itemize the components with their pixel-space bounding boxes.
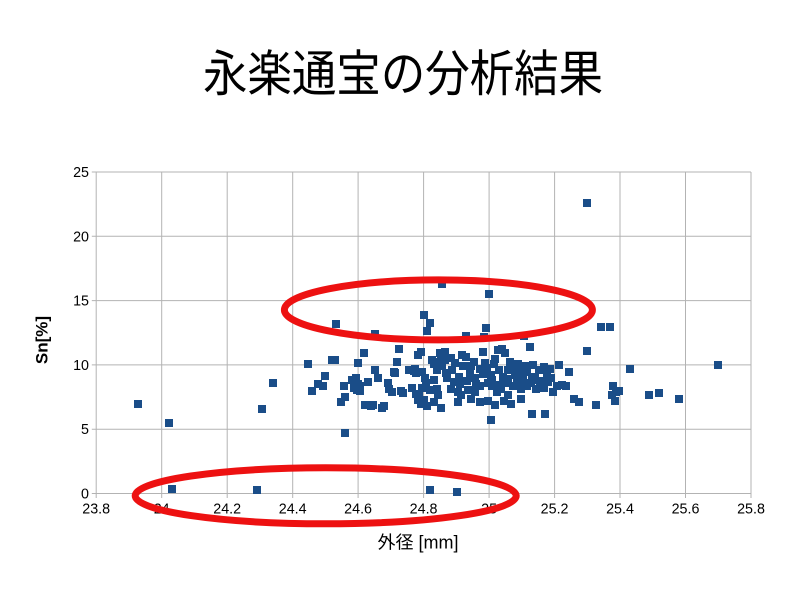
svg-text:0: 0 (81, 487, 89, 503)
svg-text:25.2: 25.2 (541, 502, 569, 518)
svg-text:15: 15 (73, 294, 89, 310)
svg-text:10: 10 (73, 358, 89, 374)
svg-text:Sn[%]: Sn[%] (33, 316, 52, 364)
svg-text:24.6: 24.6 (344, 502, 372, 518)
svg-text:24.8: 24.8 (410, 502, 438, 518)
svg-text:25.4: 25.4 (606, 502, 634, 518)
svg-text:20: 20 (73, 229, 89, 245)
svg-text:24.4: 24.4 (279, 502, 307, 518)
svg-text:25.8: 25.8 (737, 502, 765, 518)
svg-text:[mm]: [mm] (414, 533, 459, 553)
svg-text:23.8: 23.8 (82, 502, 110, 518)
svg-text:24.2: 24.2 (213, 502, 241, 518)
svg-text:25.6: 25.6 (672, 502, 700, 518)
svg-text:5: 5 (81, 422, 89, 438)
svg-text:25: 25 (73, 165, 89, 181)
